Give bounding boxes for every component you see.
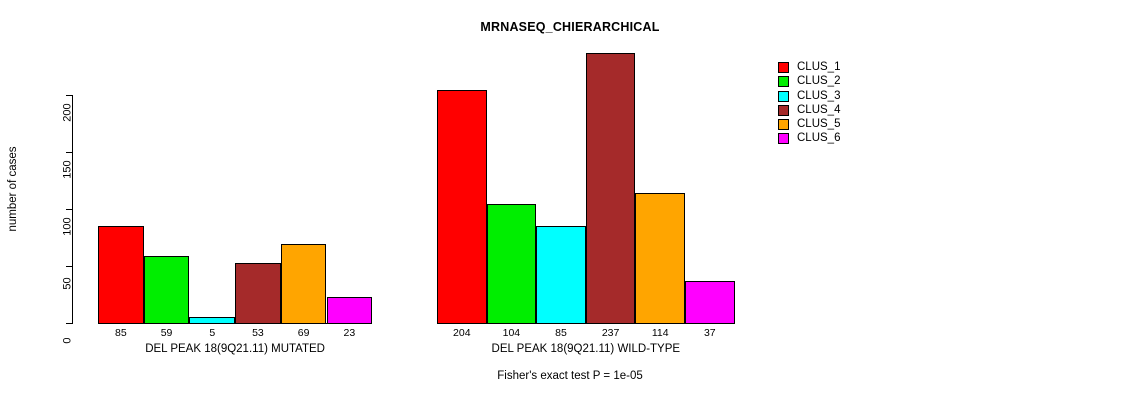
- bar-clus_6: [326, 296, 373, 324]
- bar-value-label: 69: [297, 327, 310, 339]
- y-axis-tick-label-wrap: 150: [34, 147, 74, 178]
- y-axis-tick-label-wrap: 100: [34, 204, 74, 235]
- group-axis-label: DEL PEAK 18(9Q21.11) MUTATED: [145, 343, 325, 355]
- legend-item-label: CLUS_6: [797, 132, 841, 145]
- bar-value-label: 85: [115, 327, 127, 339]
- y-axis-tick-label: 150: [61, 159, 74, 179]
- statistical-annotation: Fisher's exact test P = 1e-05: [497, 370, 643, 382]
- legend-item-label: CLUS_2: [797, 75, 841, 88]
- bar-value-label: 53: [252, 327, 264, 339]
- bar-value-label: 23: [343, 327, 356, 339]
- bar-value-label: 59: [160, 327, 173, 339]
- y-axis-tick: [66, 209, 72, 210]
- bar-value-label: 85: [555, 327, 567, 339]
- bar-clus_4: [585, 52, 636, 324]
- chart-title: MRNASEQ_CHIERARCHICAL: [0, 20, 1140, 34]
- bar-clus_2: [486, 204, 537, 324]
- bar-value-label: 5: [209, 327, 216, 339]
- bar-clus_5: [635, 193, 685, 324]
- y-axis-tick-label: 200: [61, 102, 74, 122]
- legend-color-swatch-icon: [778, 90, 789, 102]
- y-axis-label: number of cases: [7, 146, 19, 232]
- legend-color-swatch-icon: [778, 62, 789, 73]
- legend-color-swatch-icon: [778, 133, 789, 145]
- bar-clus_1: [437, 90, 487, 324]
- y-axis-tick-label: 0: [61, 336, 74, 344]
- chart-title-text: MRNASEQ_CHIERARCHICAL: [480, 20, 660, 34]
- legend-item-label: CLUS_5: [797, 118, 841, 131]
- bar-value-label: 237: [601, 327, 620, 339]
- bar-clus_3: [189, 317, 236, 324]
- y-axis-tick-label-wrap: 50: [34, 261, 74, 289]
- y-axis-tick: [66, 95, 72, 96]
- legend-item-label: CLUS_4: [797, 103, 841, 116]
- legend-item-label: CLUS_1: [797, 61, 841, 73]
- y-axis-tick: [66, 152, 72, 153]
- bar-value-label: 104: [502, 327, 521, 339]
- legend-color-swatch-icon: [778, 104, 789, 116]
- bar-value-label: 204: [453, 327, 471, 339]
- bar-clus_2: [143, 255, 190, 324]
- bar-clus_6: [685, 280, 735, 324]
- legend-item-label: CLUS_3: [797, 89, 841, 102]
- bar-value-label: 37: [703, 327, 716, 339]
- bar-clus_3: [536, 226, 586, 324]
- bar-clus_1: [98, 226, 144, 324]
- y-axis-tick-label-wrap: 0: [34, 318, 74, 343]
- bar-clus_5: [280, 244, 327, 324]
- legend-color-swatch-icon: [778, 76, 789, 88]
- y-axis-tick-label: 50: [61, 276, 74, 290]
- y-axis-tick-label-wrap: 200: [34, 90, 74, 121]
- bar-value-label: 114: [651, 327, 669, 339]
- bar-clus_4: [235, 262, 281, 324]
- group-axis-label: DEL PEAK 18(9Q21.11) WILD-TYPE: [491, 343, 681, 355]
- y-axis-tick-label: 100: [61, 216, 74, 236]
- y-axis-line: [72, 95, 73, 324]
- y-axis-tick: [66, 323, 72, 324]
- legend-color-swatch-icon: [778, 119, 789, 131]
- y-axis-tick: [66, 266, 72, 267]
